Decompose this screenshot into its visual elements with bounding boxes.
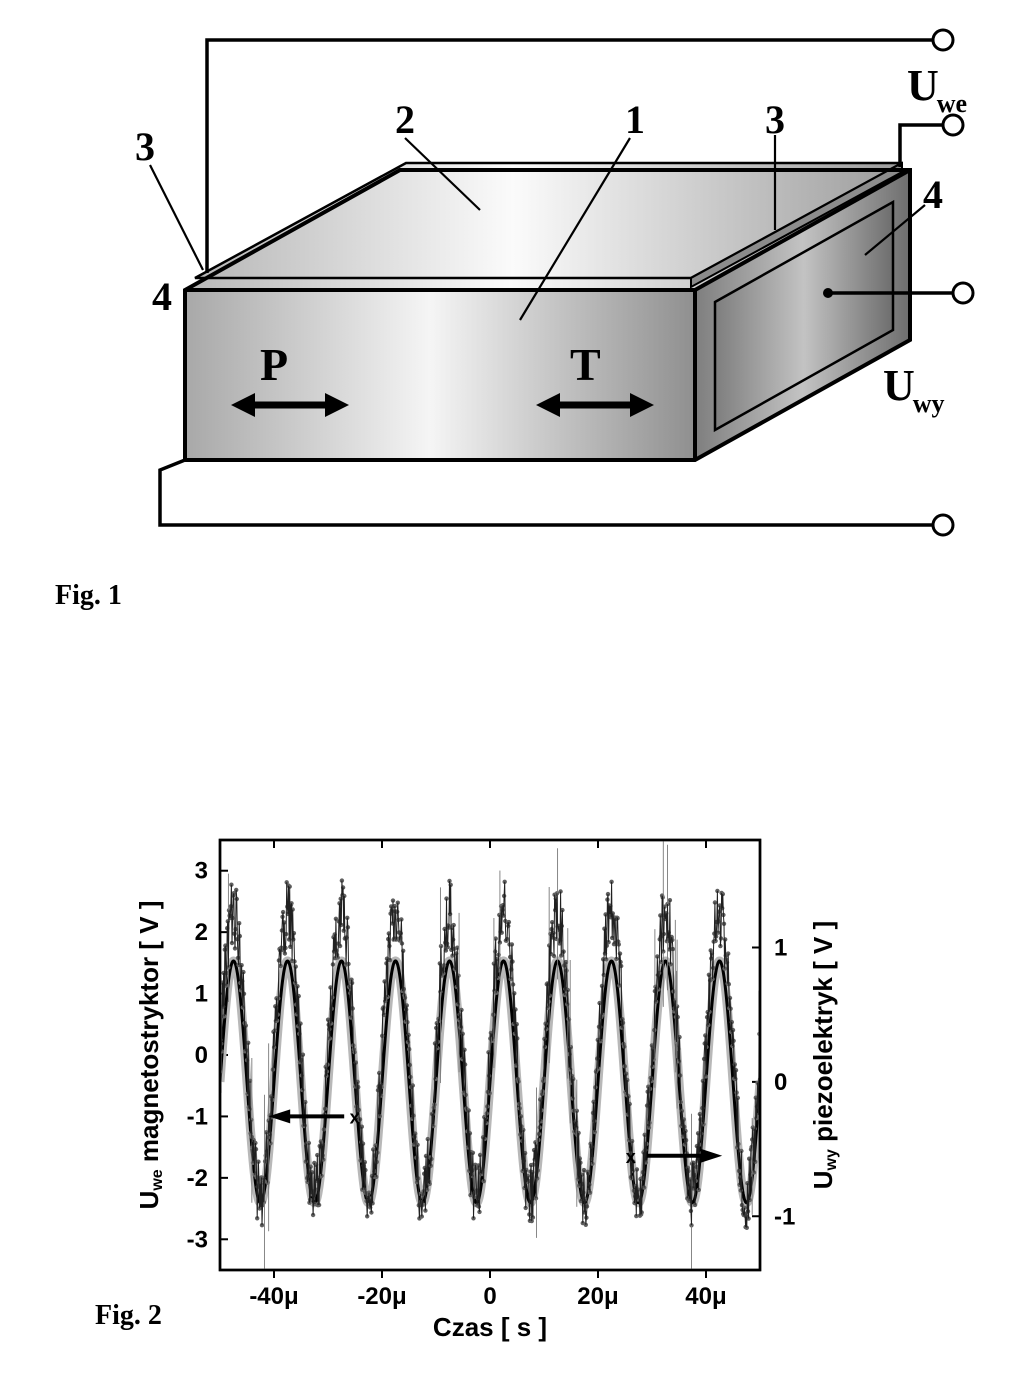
terminal-uwe-top	[933, 30, 953, 50]
label-Uwy: Uwy	[883, 361, 945, 418]
terminal-uwe-bottom	[933, 515, 953, 535]
terminal-uwy-top	[943, 115, 963, 135]
wire-uwe-bottom	[160, 460, 933, 525]
label-T: T	[570, 339, 601, 390]
label-4-right: 4	[923, 172, 943, 217]
x-tick-label: -40μ	[249, 1283, 298, 1310]
y-left-tick-label: 2	[195, 919, 208, 946]
figure-1-diagram: 3 2 1 3 4 4 P T Uwe Uwy	[55, 0, 975, 570]
x-tick-label: 20μ	[577, 1283, 618, 1310]
x-tick-label: 40μ	[685, 1283, 726, 1310]
y-left-tick-label: 3	[195, 858, 208, 885]
y-left-tick-label: -1	[187, 1103, 208, 1130]
y-left-tick-label: 0	[195, 1042, 208, 1069]
figure-2-chart: -40μ -20μ 0 20μ 40μ -3 -2 -1 0 1 2 3 -1 0 1 Czas [ s ] U…	[125, 825, 855, 1345]
y-right-tick-label: 1	[774, 935, 787, 962]
terminal-uwy-bottom	[953, 283, 973, 303]
y-right-tick-label: -1	[774, 1203, 795, 1230]
x-tick-label: -20μ	[357, 1283, 406, 1310]
label-1: 1	[625, 97, 645, 142]
figure-2-caption: Fig. 2	[95, 1300, 162, 1332]
svg-text:x: x	[626, 1147, 636, 1167]
label-3-right: 3	[765, 97, 785, 142]
y-left-tick-label: -3	[187, 1226, 208, 1253]
label-P: P	[260, 339, 288, 390]
label-Uwe: Uwe	[907, 61, 967, 118]
x-tick-label: 0	[483, 1283, 496, 1310]
label-4-left: 4	[152, 274, 172, 319]
y-right-axis-label: Uwy piezoelektryk [ V ]	[808, 921, 840, 1189]
wire-uwy-top	[900, 125, 943, 167]
y-left-tick-label: 1	[195, 981, 208, 1008]
label-2: 2	[395, 97, 415, 142]
y-left-tick-label: -2	[187, 1165, 208, 1192]
y-right-tick-label: 0	[774, 1069, 787, 1096]
svg-text:x: x	[350, 1107, 360, 1127]
y-left-axis-label: Uwe magnetostryktor [ V ]	[134, 901, 166, 1210]
label-3-left: 3	[135, 124, 155, 169]
x-axis-label: Czas [ s ]	[433, 1312, 547, 1342]
figure-1-caption: Fig. 1	[55, 580, 122, 612]
leader-3-left	[150, 165, 203, 270]
